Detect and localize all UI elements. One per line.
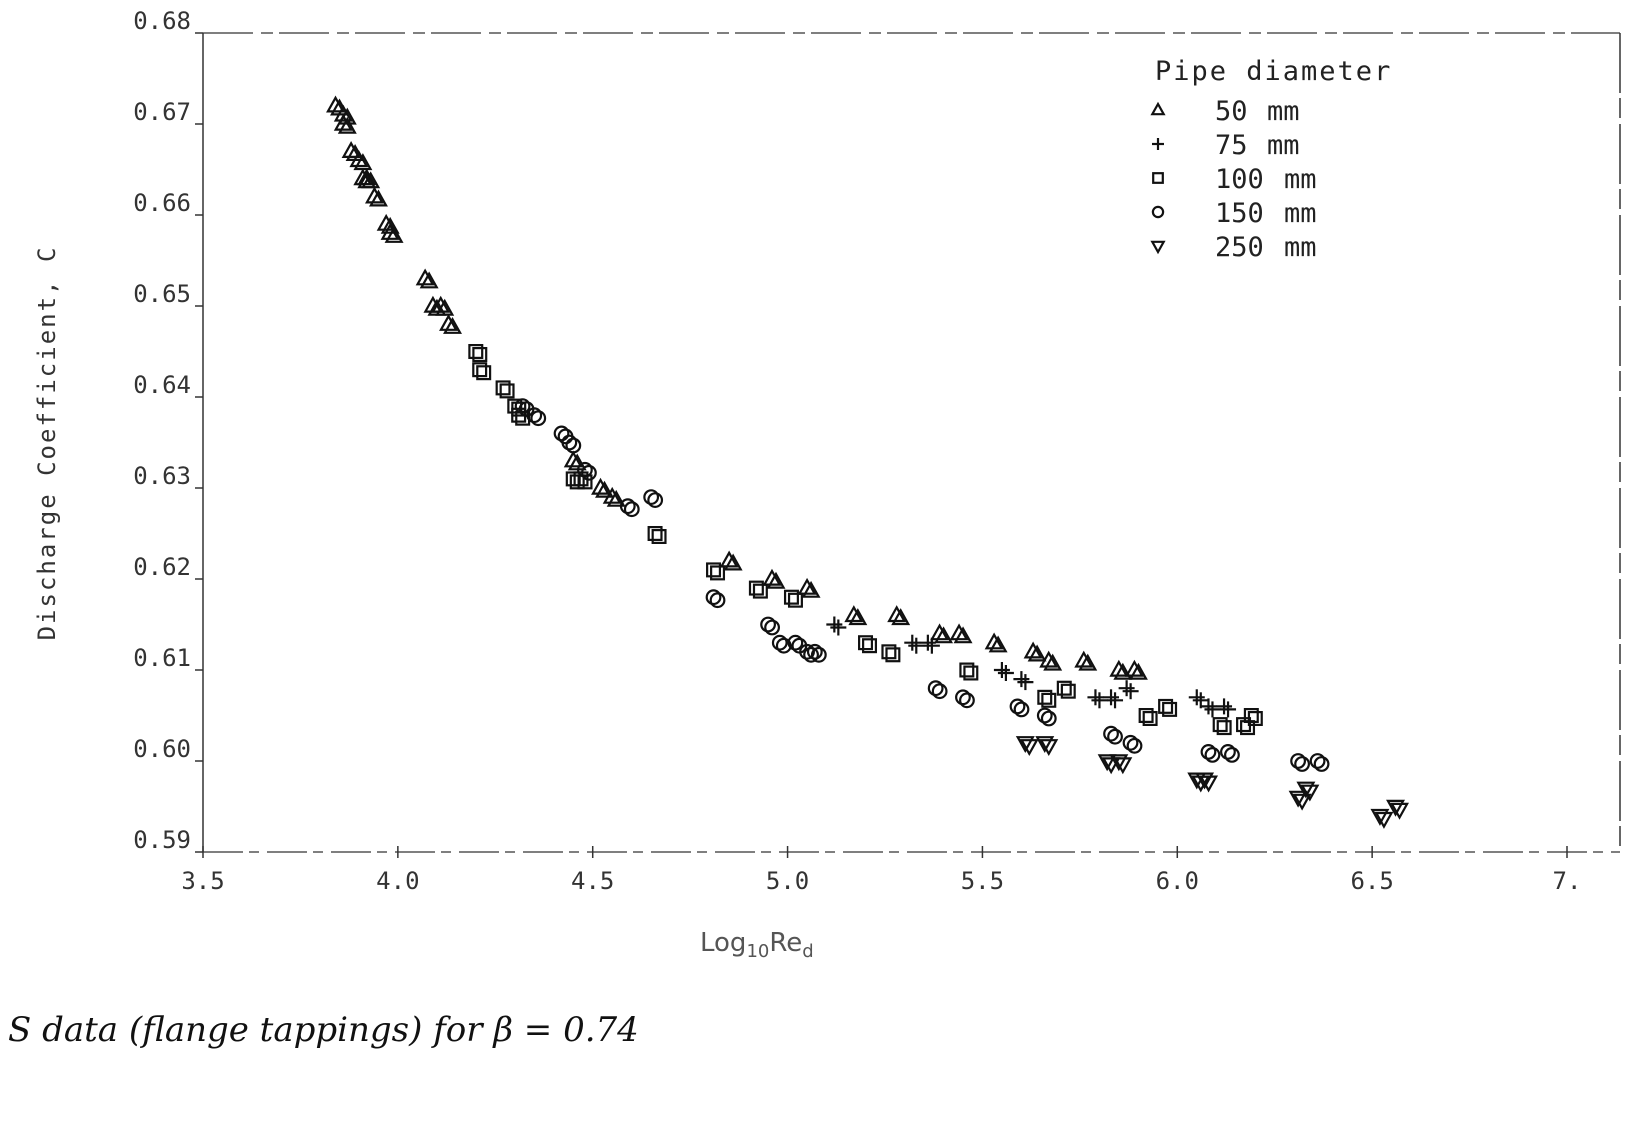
y-tick-label: 0.66: [133, 189, 191, 217]
y-axis: 0.68 0.67 0.66 0.65 0.64 0.63 0.62 0.61 0.60 0.59: [133, 7, 203, 854]
legend-item: 75 mm: [1152, 130, 1300, 161]
series-250-mm: [1015, 736, 1410, 829]
data-points: [326, 95, 1410, 829]
legend-label: 100: [1215, 164, 1264, 195]
legend-item: 100 mm: [1152, 164, 1317, 195]
x-axis-title: Log10Red: [700, 928, 814, 963]
legend-label: 250: [1215, 232, 1264, 263]
y-axis-title: Discharge Coefficient, C: [33, 246, 61, 641]
svg-text:mm: mm: [1284, 232, 1317, 263]
series-100-mm: [468, 344, 1263, 736]
y-tick-label: 0.68: [133, 7, 191, 35]
x-tick-label: 4.0: [376, 867, 419, 895]
y-tick-label: 0.60: [133, 735, 191, 763]
x-tick-label: 5.0: [766, 867, 809, 895]
x-tick-label: 4.5: [571, 867, 614, 895]
legend-title: Pipe diameter: [1155, 56, 1392, 87]
legend-item: 250 mm: [1150, 232, 1317, 263]
legend-label: 150: [1215, 198, 1264, 229]
svg-text:mm: mm: [1267, 96, 1300, 127]
series-150-mm: [514, 398, 1330, 772]
y-tick-label: 0.62: [133, 553, 191, 581]
legend-item: 150 mm: [1151, 198, 1317, 229]
y-tick-label: 0.63: [133, 462, 191, 490]
svg-text:mm: mm: [1267, 130, 1300, 161]
x-tick-label: 3.5: [181, 867, 224, 895]
legend-label: 50: [1215, 96, 1248, 127]
x-tick-label: 7.: [1553, 867, 1582, 895]
y-tick-label: 0.61: [133, 644, 191, 672]
series-75-mm: [826, 616, 1237, 718]
y-tick-label: 0.64: [133, 371, 191, 399]
svg-text:mm: mm: [1284, 164, 1317, 195]
svg-text:mm: mm: [1284, 198, 1317, 229]
series-50-mm: [326, 95, 1148, 680]
legend-item: 50 mm: [1150, 96, 1300, 127]
x-axis: 3.5 4.0 4.5 5.0 5.5 6.0 6.5 7.: [181, 846, 1581, 895]
y-tick-label: 0.67: [133, 98, 191, 126]
x-tick-label: 6.0: [1156, 867, 1199, 895]
x-tick-label: 6.5: [1350, 867, 1393, 895]
legend-label: 75: [1215, 130, 1248, 161]
x-tick-label: 5.5: [961, 867, 1004, 895]
y-tick-label: 0.65: [133, 280, 191, 308]
figure-caption: S data (flange tappings) for β = 0.74: [8, 1010, 639, 1050]
y-tick-label: 0.59: [133, 826, 191, 854]
plot-frame: [202, 32, 1621, 853]
